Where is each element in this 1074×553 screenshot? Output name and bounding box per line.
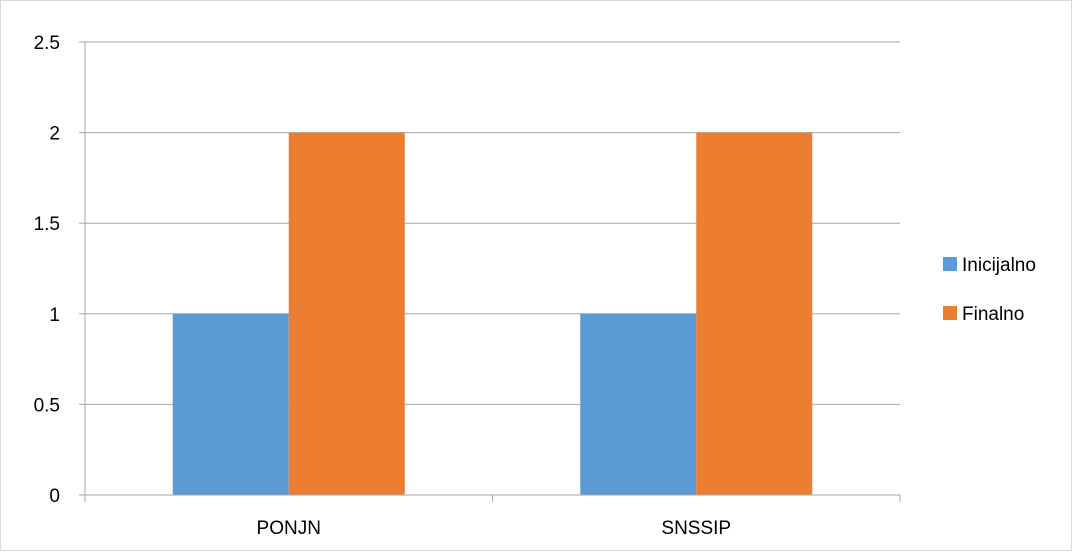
x-tick-label: SNSSIP	[661, 518, 731, 539]
y-tick-label: 2	[49, 124, 60, 145]
axes	[79, 41, 901, 502]
x-tick-label: PONJN	[257, 518, 321, 539]
bar-finalno-snssip	[696, 132, 813, 495]
x-tick-labels: PONJN SNSSIP	[257, 518, 732, 539]
bar-inicijalno-snssip	[580, 313, 697, 495]
y-tick-label: 0	[49, 486, 60, 507]
legend-swatch-inicijalno	[943, 257, 957, 271]
y-tick-label: 1.5	[34, 214, 60, 235]
bar-finalno-ponjn	[288, 132, 405, 495]
y-tick-label: 1	[49, 305, 60, 326]
legend-swatch-finalno	[943, 306, 957, 320]
y-tick-labels: 0 0.5 1 1.5 2 2.5	[34, 33, 60, 507]
legend: Inicijalno Finalno	[943, 255, 1036, 325]
legend-label-finalno: Finalno	[962, 304, 1024, 325]
y-tick-label: 0.5	[34, 395, 60, 416]
legend-label-inicijalno: Inicijalno	[962, 255, 1036, 276]
bar-inicijalno-ponjn	[172, 313, 289, 495]
bars	[172, 132, 813, 495]
y-tick-label: 2.5	[34, 33, 60, 54]
